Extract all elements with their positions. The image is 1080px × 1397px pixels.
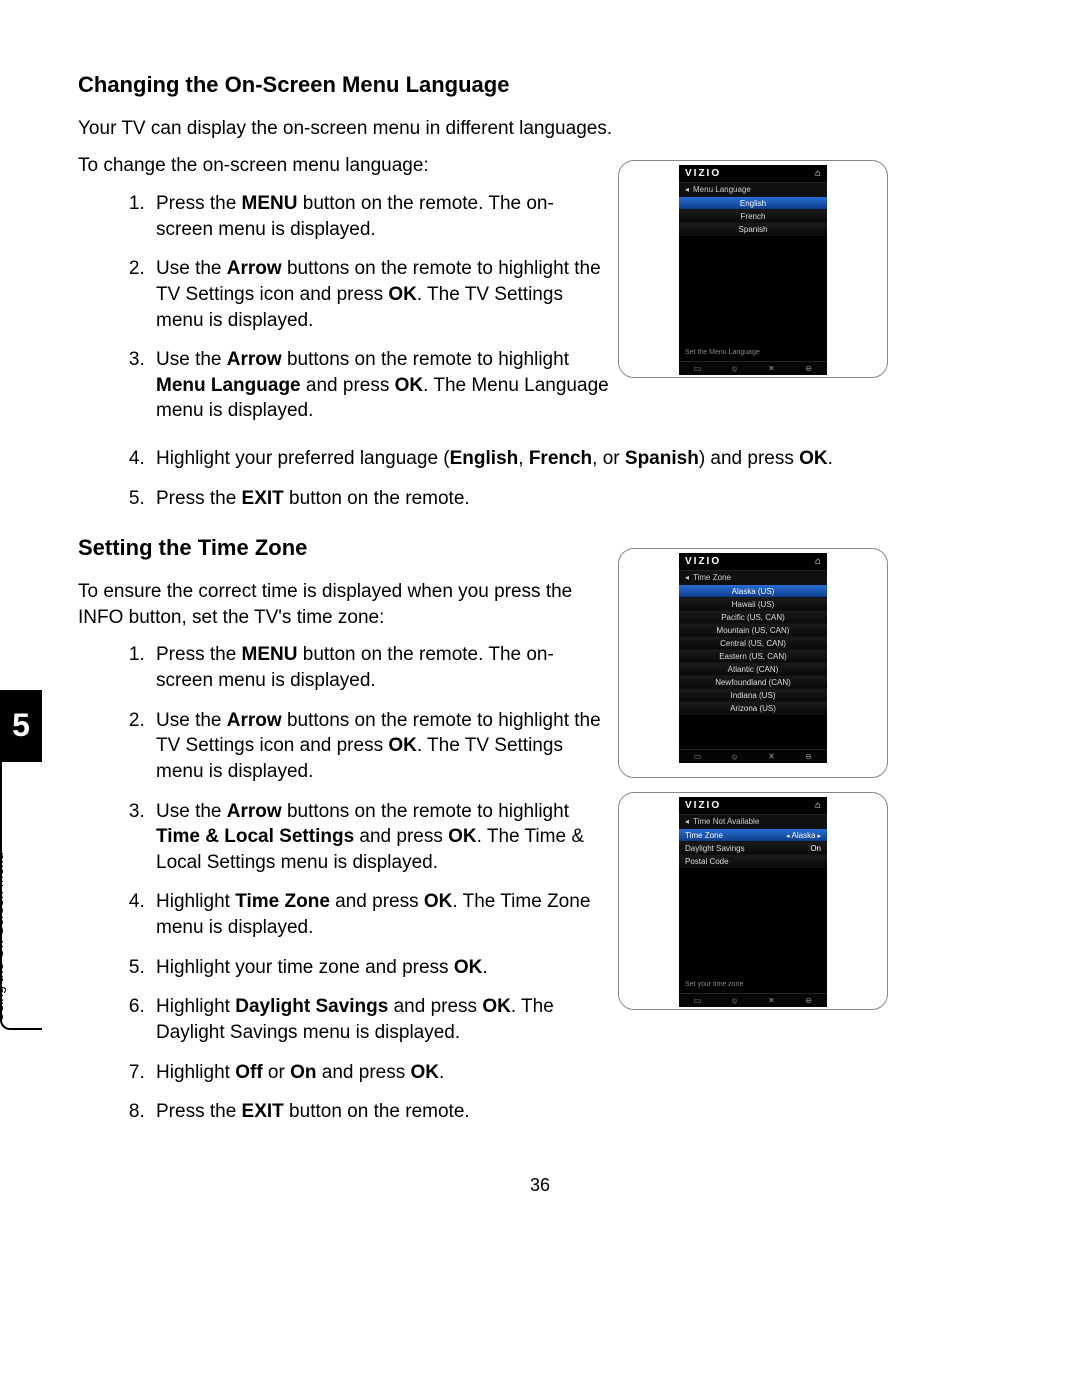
step: Press the MENU button on the remote. The…	[150, 642, 610, 693]
tv-breadcrumb: ◂ Time Not Available	[679, 815, 827, 829]
section1-steps: Press the MENU button on the remote. The…	[150, 191, 610, 424]
step: Press the EXIT button on the remote.	[150, 486, 870, 512]
back-icon: ◂	[685, 185, 689, 196]
tv-option-row: Arizona (US)	[679, 702, 827, 715]
tv-footer-icons: ▭ ⦸ ✕ ⊖	[679, 993, 827, 1007]
tv-footer-icon: ▭	[693, 996, 703, 1006]
tv-setting-row: Postal Code	[679, 855, 827, 868]
tv-option-list: EnglishFrenchSpanish	[679, 197, 827, 236]
tv-footer-icon: ⦸	[730, 996, 740, 1006]
tv-footer-icon: ▭	[693, 752, 703, 762]
home-icon: ⌂	[815, 555, 821, 569]
tv-option-row: Central (US, CAN)	[679, 637, 827, 650]
page-number: 36	[0, 1173, 1080, 1197]
step: Use the Arrow buttons on the remote to h…	[150, 799, 610, 876]
section1-steps-cont: Highlight your preferred language (Engli…	[150, 446, 870, 511]
tv-brand: VIZIO	[685, 555, 721, 569]
tv-hint: Set the Menu Language	[685, 348, 760, 357]
section1-intro: Your TV can display the on-screen menu i…	[78, 116, 898, 142]
step: Highlight Time Zone and press OK. The Ti…	[150, 889, 610, 940]
tv-option-row: Atlantic (CAN)	[679, 663, 827, 676]
tv-option-row: English	[679, 197, 827, 210]
back-icon: ◂	[685, 817, 689, 828]
tv-setting-row: Daylight SavingsOn	[679, 842, 827, 855]
tv-screenshot-menu-language: VIZIO ⌂ ◂ Menu Language EnglishFrenchSpa…	[618, 160, 888, 378]
step: Highlight your preferred language (Engli…	[150, 446, 870, 472]
tv-option-row: Hawaii (US)	[679, 598, 827, 611]
tv-footer-icons: ▭ ⦸ ✕ ⊖	[679, 749, 827, 763]
tv-option-row: Mountain (US, CAN)	[679, 624, 827, 637]
tv-footer-icon: ✕	[767, 752, 777, 762]
tv-footer-icon: ⦸	[730, 364, 740, 374]
tv-screenshot-time-zone: VIZIO ⌂ ◂ Time Zone Alaska (US)Hawaii (U…	[618, 548, 888, 778]
tv-header: VIZIO ⌂	[679, 797, 827, 815]
tv-footer-icon: ⊖	[804, 364, 814, 374]
tv-screenshot-time-settings: VIZIO ⌂ ◂ Time Not Available Time ZoneAl…	[618, 792, 888, 1010]
section2-steps: Press the MENU button on the remote. The…	[150, 642, 610, 1125]
tv-brand: VIZIO	[685, 799, 721, 813]
tv-option-row: Pacific (US, CAN)	[679, 611, 827, 624]
tv-footer-icon: ⊖	[804, 996, 814, 1006]
tv-brand: VIZIO	[685, 167, 721, 181]
side-label: Using the On-Screen Menu	[0, 852, 8, 1022]
tv-option-row: Indiana (US)	[679, 689, 827, 702]
step: Highlight your time zone and press OK.	[150, 955, 610, 981]
chapter-number: 5	[0, 690, 42, 762]
tv-breadcrumb: ◂ Time Zone	[679, 571, 827, 585]
tv-option-list: Time ZoneAlaskaDaylight SavingsOnPostal …	[679, 829, 827, 868]
tv-footer-icon: ✕	[767, 364, 777, 374]
home-icon: ⌂	[815, 799, 821, 813]
tv-hint: Set your time zone	[685, 980, 743, 989]
tv-option-row: French	[679, 210, 827, 223]
step: Use the Arrow buttons on the remote to h…	[150, 256, 610, 333]
step: Use the Arrow buttons on the remote to h…	[150, 347, 610, 424]
tv-option-row: Alaska (US)	[679, 585, 827, 598]
section1-title: Changing the On-Screen Menu Language	[78, 70, 898, 100]
tv-footer-icon: ▭	[693, 364, 703, 374]
chapter-side-tab: 5 Using the On-Screen Menu	[0, 690, 42, 1030]
tv-option-row: Eastern (US, CAN)	[679, 650, 827, 663]
step: Use the Arrow buttons on the remote to h…	[150, 708, 610, 785]
tv-option-list: Alaska (US)Hawaii (US)Pacific (US, CAN)M…	[679, 585, 827, 715]
tv-header: VIZIO ⌂	[679, 165, 827, 183]
tv-setting-row: Time ZoneAlaska	[679, 829, 827, 842]
section2-intro: To ensure the correct time is displayed …	[78, 579, 578, 630]
tv-footer-icon: ✕	[767, 996, 777, 1006]
home-icon: ⌂	[815, 167, 821, 181]
step: Highlight Off or On and press OK.	[150, 1060, 610, 1086]
step: Press the MENU button on the remote. The…	[150, 191, 610, 242]
tv-footer-icons: ▭ ⦸ ✕ ⊖	[679, 361, 827, 375]
back-icon: ◂	[685, 573, 689, 584]
tv-breadcrumb: ◂ Menu Language	[679, 183, 827, 197]
step: Press the EXIT button on the remote.	[150, 1099, 610, 1125]
tv-option-row: Spanish	[679, 223, 827, 236]
tv-footer-icon: ⊖	[804, 752, 814, 762]
tv-footer-icon: ⦸	[730, 752, 740, 762]
step: Highlight Daylight Savings and press OK.…	[150, 994, 610, 1045]
tv-option-row: Newfoundland (CAN)	[679, 676, 827, 689]
tv-header: VIZIO ⌂	[679, 553, 827, 571]
